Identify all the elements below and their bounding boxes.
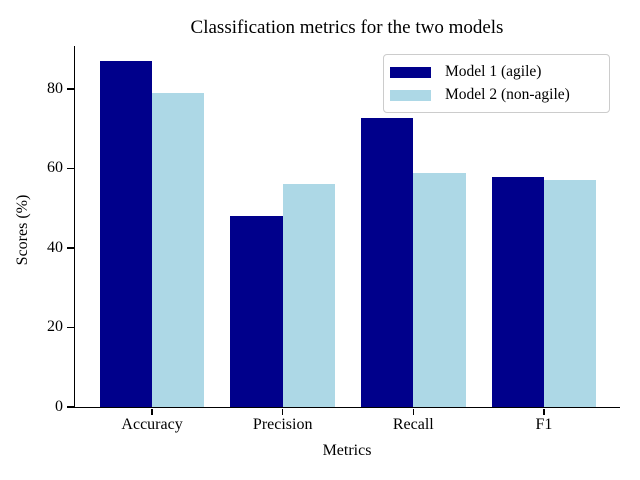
legend-swatch-model-2 — [390, 89, 431, 101]
y-tick-mark — [67, 247, 74, 249]
y-tick-mark — [67, 167, 74, 170]
legend-item-model-2: Model 2 (non-agile) — [390, 84, 601, 106]
bar-f1-series-1 — [491, 177, 544, 407]
bar-precision-series-2 — [282, 184, 335, 407]
plot-area: 0 20 40 60 80 Accuracy Precision Recall F1 — [47, 46, 620, 433]
x-tick-label: Recall — [392, 416, 434, 433]
x-tick-label: Precision — [252, 416, 313, 433]
y-tick-label: 20 — [47, 318, 63, 336]
x-tick-mark — [412, 408, 415, 415]
legend-label-model-2: Model 2 (non-agile) — [445, 86, 570, 103]
x-tick-mark — [281, 408, 284, 415]
bar-accuracy-series-2 — [152, 92, 205, 407]
y-tick-label: 60 — [47, 159, 63, 177]
legend: Model 1 (agile) Model 2 (non-agile) — [383, 54, 610, 113]
y-tick-mark — [67, 326, 74, 329]
bar-recall-series-1 — [361, 118, 414, 407]
y-tick-mark — [67, 406, 74, 408]
x-axis-label: Metrics — [322, 442, 372, 459]
bar-f1-series-2 — [543, 179, 597, 407]
legend-label-model-1: Model 1 (agile) — [445, 63, 542, 80]
chart-title: Classification metrics for the two model… — [190, 17, 504, 38]
bar-accuracy-series-1 — [99, 60, 153, 407]
y-tick-label: 40 — [47, 238, 63, 256]
y-tick-label: 80 — [47, 79, 63, 97]
bar-recall-series-2 — [413, 173, 466, 407]
bar-precision-series-1 — [230, 216, 283, 407]
x-tick-mark — [151, 408, 153, 415]
y-tick-label: 0 — [55, 398, 63, 415]
legend-swatch-model-1 — [390, 66, 431, 78]
x-tick-label: Accuracy — [121, 416, 183, 433]
legend-item-model-1: Model 1 (agile) — [390, 61, 601, 83]
y-axis-label: Scores (%) — [14, 194, 31, 266]
y-tick-mark — [67, 88, 74, 90]
x-tick-mark — [543, 408, 545, 415]
x-tick-label: F1 — [535, 416, 553, 433]
